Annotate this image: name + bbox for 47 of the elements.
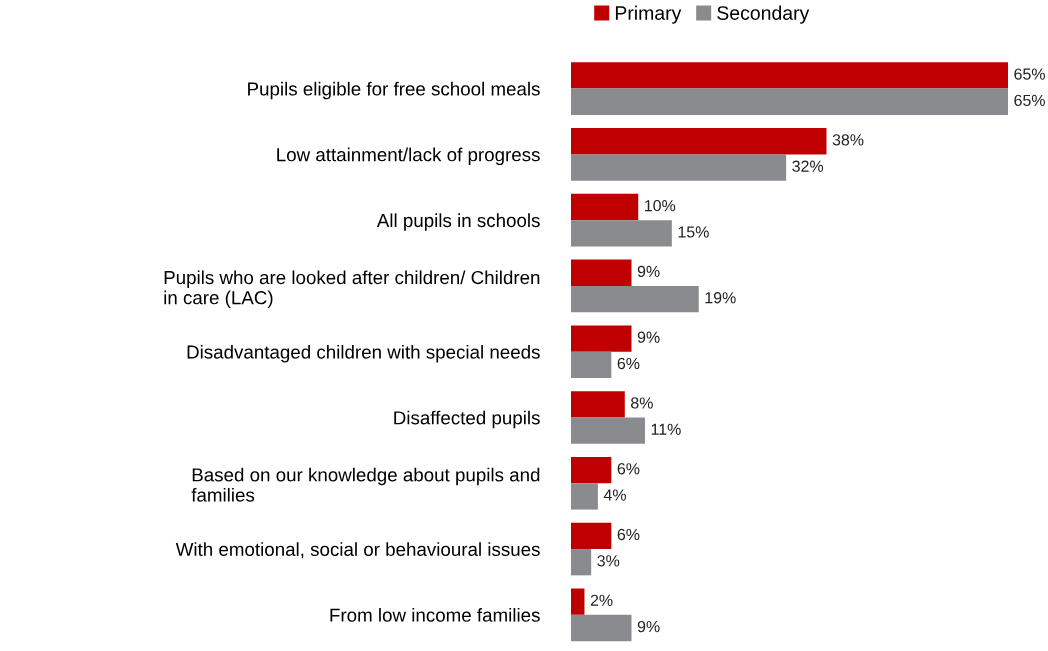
y-tick-label: With emotional, social or behavioural issues xyxy=(175,542,540,559)
data-label: 19% xyxy=(705,292,736,304)
bar xyxy=(571,588,585,615)
y-tick-label: Pupils eligible for free school meals xyxy=(248,81,540,100)
y-tick-label: Pupils who are looked after children/ Children in care (LAC) xyxy=(164,270,540,309)
bar xyxy=(571,391,625,418)
data-label: 11% xyxy=(651,423,681,435)
data-label: 15% xyxy=(678,226,709,238)
data-label: 2% xyxy=(590,594,613,606)
data-label: 6% xyxy=(617,357,640,370)
y-tick-label: Disaffected pupils xyxy=(394,410,540,429)
bar xyxy=(571,62,1008,89)
y-tick-label: Disadvantaged children with special needs xyxy=(187,344,540,363)
data-label: 9% xyxy=(637,331,660,343)
y-tick-label: Based on our knowledge about pupils and families xyxy=(191,467,540,502)
bar xyxy=(571,522,612,550)
y-tick-label: Low attainment/lack of progress xyxy=(277,147,540,166)
bar xyxy=(571,220,672,247)
legend-label: Primary xyxy=(615,5,682,24)
bar xyxy=(571,614,632,642)
bar xyxy=(571,483,598,510)
bar xyxy=(571,88,1008,115)
y-tick-label: From low income families xyxy=(330,608,540,622)
bar xyxy=(571,549,592,576)
bar xyxy=(571,351,612,379)
data-label: 65% xyxy=(1014,68,1045,80)
data-label: 6% xyxy=(617,528,640,541)
data-label: 65% xyxy=(1014,94,1045,107)
data-label: 4% xyxy=(603,489,626,501)
bar xyxy=(571,417,645,444)
data-label: 9% xyxy=(637,620,660,633)
data-label: 6% xyxy=(617,463,640,475)
data-label: 3% xyxy=(597,555,620,567)
legend-label: Secondary xyxy=(717,5,810,24)
data-label: 9% xyxy=(637,265,660,278)
bar xyxy=(571,456,612,484)
bar xyxy=(571,154,787,181)
bar xyxy=(571,128,827,155)
y-tick-label: All pupils in schools xyxy=(376,213,540,231)
data-label: 10% xyxy=(645,199,676,212)
bar xyxy=(571,259,632,286)
data-label: 32% xyxy=(792,160,824,172)
data-label: 8% xyxy=(631,397,653,409)
bar xyxy=(571,193,639,221)
bar xyxy=(571,285,699,313)
data-label: 38% xyxy=(832,134,864,146)
bar xyxy=(571,325,632,352)
